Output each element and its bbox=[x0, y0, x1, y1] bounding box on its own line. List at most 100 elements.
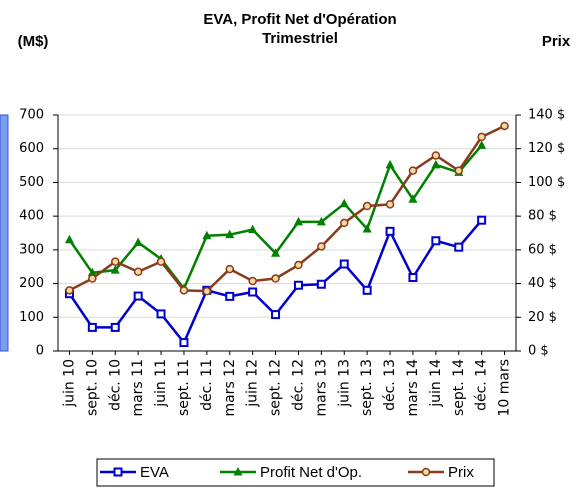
point bbox=[271, 248, 281, 257]
point bbox=[362, 223, 372, 233]
x-tick-label: juin 14 bbox=[428, 359, 444, 408]
point bbox=[293, 216, 303, 226]
x-tick-label: juin 10 bbox=[61, 359, 77, 408]
y-tick-label: 100 bbox=[19, 310, 44, 325]
point bbox=[248, 287, 258, 297]
point bbox=[454, 242, 464, 252]
y-tick-label: 0 bbox=[36, 344, 44, 359]
point bbox=[408, 166, 418, 175]
legend-marker bbox=[421, 467, 431, 477]
y2-tick-label: 80 $ bbox=[528, 209, 557, 224]
point bbox=[271, 310, 281, 320]
point bbox=[156, 257, 166, 266]
point bbox=[431, 236, 441, 246]
legend-marker bbox=[113, 467, 123, 477]
x-tick-label: sept. 13 bbox=[359, 359, 375, 416]
y-axis-label: (M$) bbox=[18, 33, 49, 50]
point bbox=[202, 230, 212, 240]
y-tick-label: 400 bbox=[19, 209, 44, 224]
point bbox=[339, 198, 349, 208]
x-tick-label: déc. 10 bbox=[107, 359, 123, 411]
point bbox=[500, 121, 509, 131]
x-tick-label: déc. 11 bbox=[199, 359, 215, 411]
y2-tick-label: 20 $ bbox=[528, 310, 557, 325]
series-line bbox=[68, 124, 506, 293]
point bbox=[87, 322, 97, 332]
point bbox=[340, 218, 349, 228]
x-tick-label: juin 12 bbox=[245, 359, 261, 408]
point bbox=[294, 260, 303, 270]
point bbox=[133, 237, 143, 246]
y2-tick-label: 100 $ bbox=[528, 175, 565, 190]
point bbox=[65, 286, 74, 295]
point bbox=[156, 309, 166, 319]
y2-axis-label: Prix bbox=[542, 33, 571, 50]
point bbox=[88, 274, 97, 283]
x-tick-label: mars 13 bbox=[313, 359, 329, 417]
x-tick-label: déc. 14 bbox=[474, 359, 490, 411]
side-bar bbox=[0, 114, 9, 352]
point bbox=[339, 259, 349, 269]
chart-title: EVA, Profit Net d'Opération Trimestriel bbox=[203, 11, 397, 47]
point bbox=[110, 322, 120, 332]
y2-tick-label: 60 $ bbox=[528, 242, 557, 257]
point bbox=[271, 274, 280, 283]
point bbox=[225, 291, 235, 301]
point bbox=[385, 159, 395, 169]
point bbox=[362, 285, 372, 295]
point bbox=[133, 291, 143, 301]
point bbox=[179, 338, 189, 348]
point bbox=[293, 280, 303, 290]
x-tick-label: déc. 13 bbox=[382, 359, 398, 411]
legend-label: EVA bbox=[140, 464, 169, 481]
point bbox=[317, 242, 326, 251]
legend-marker bbox=[233, 467, 243, 476]
x-tick-label: mars 11 bbox=[130, 359, 146, 417]
y2-tick-label: 120 $ bbox=[528, 141, 565, 156]
x-tick-label: sept. 11 bbox=[176, 359, 192, 416]
point bbox=[477, 132, 486, 142]
point bbox=[408, 194, 418, 203]
y2-tick-label: 40 $ bbox=[528, 276, 557, 291]
point bbox=[431, 151, 441, 160]
y-tick-label: 200 bbox=[19, 276, 44, 291]
point bbox=[316, 216, 326, 226]
point bbox=[477, 140, 487, 149]
point bbox=[225, 264, 234, 274]
x-tick-label: sept. 10 bbox=[84, 359, 100, 416]
x-tick-label: mars 12 bbox=[222, 359, 238, 417]
point bbox=[110, 265, 120, 274]
y-tick-label: 600 bbox=[19, 141, 44, 156]
x-tick-label: juin 13 bbox=[336, 359, 352, 408]
legend-label: Profit Net d'Op. bbox=[260, 464, 362, 481]
x-tick-label: juin 11 bbox=[153, 359, 169, 408]
point bbox=[362, 201, 372, 211]
point bbox=[133, 267, 143, 277]
point bbox=[111, 257, 120, 266]
legend-label: Prix bbox=[448, 464, 474, 481]
x-tick-label: 10 mars bbox=[497, 359, 513, 417]
x-tick-label: déc. 12 bbox=[290, 359, 306, 411]
point bbox=[454, 166, 463, 175]
x-tick-label: sept. 12 bbox=[268, 359, 284, 416]
y-tick-label: 700 bbox=[19, 108, 44, 123]
y-tick-label: 300 bbox=[19, 242, 44, 257]
point bbox=[477, 215, 487, 225]
y-tick-label: 500 bbox=[19, 175, 44, 190]
point bbox=[87, 267, 97, 277]
point bbox=[408, 273, 418, 283]
point bbox=[316, 279, 326, 289]
x-tick-label: sept. 14 bbox=[451, 359, 467, 416]
point bbox=[248, 276, 257, 286]
point bbox=[225, 229, 235, 239]
point bbox=[202, 286, 212, 296]
point bbox=[431, 159, 441, 169]
point bbox=[64, 234, 74, 244]
point bbox=[248, 224, 258, 234]
y2-tick-label: 0 $ bbox=[528, 344, 549, 359]
x-tick-label: mars 14 bbox=[405, 359, 421, 417]
point bbox=[179, 286, 189, 295]
point bbox=[385, 226, 395, 236]
